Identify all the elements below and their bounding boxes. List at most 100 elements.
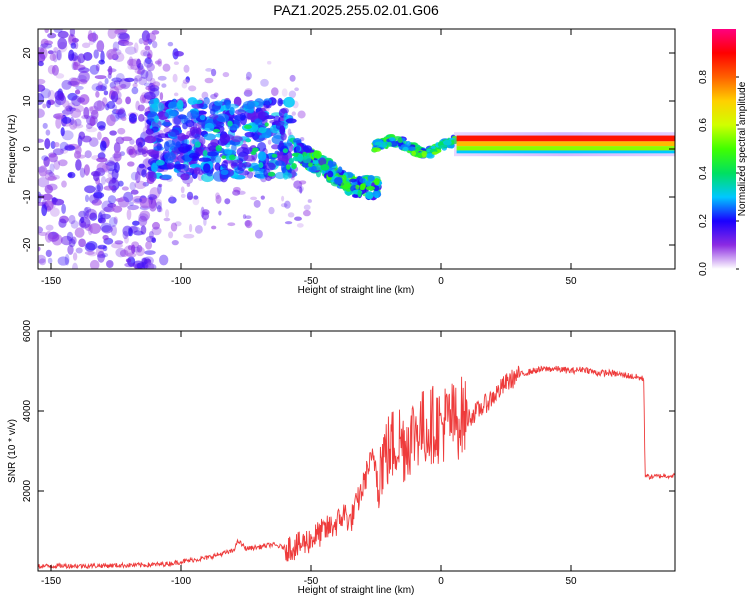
heatmap-cell [187,195,193,201]
heatmap-cell [41,155,49,161]
heatmap-cell [42,193,53,201]
heatmap-cell [274,160,285,166]
heatmap-cell [357,189,362,198]
heatmap-cell [67,92,78,101]
heatmap-cell [219,133,231,145]
heatmap-cell [112,41,120,52]
heatmap-cell [108,65,113,76]
heatmap-cell [244,124,252,130]
heatmap-cell [182,79,190,85]
heatmap-cell [310,160,320,165]
heatmap-cell [78,70,90,83]
heatmap-cell [215,192,220,200]
heatmap-cell [83,207,90,218]
heatmap-cell [161,174,172,180]
heatmap-cell [50,140,56,150]
heatmap-cell [182,122,188,130]
colorbar-axis: 0.0 0.2 0.4 0.6 0.8 [698,70,739,276]
heatmap-cell [143,39,149,46]
heatmap-cell [162,63,171,72]
heatmap-cell [280,132,287,141]
heatmap-cell [88,194,99,204]
heatmap-cell [77,53,86,64]
heatmap-cell [285,118,297,124]
heatmap-cell [187,97,198,105]
heatmap-cell [173,92,179,97]
heatmap-cell [421,151,427,157]
heatmap-cell [97,212,103,224]
heatmap-cell [55,117,62,129]
heatmap-cell [283,96,295,108]
heatmap-cell [205,68,213,72]
heatmap-cell [164,152,176,161]
heatmap-cell [85,126,98,133]
heatmap-cell [132,260,145,269]
heatmap-band [456,150,675,154]
x-tick-label: 50 [565,576,577,587]
heatmap-cell [245,71,252,80]
heatmap-cell [431,151,438,155]
heatmap-cell [128,148,134,155]
heatmap-cell [113,142,121,154]
heatmap-cell [327,160,334,168]
heatmap-cell [168,101,179,111]
heatmap-cell [41,201,49,210]
heatmap-cell [128,56,134,68]
colorbar-scale [712,29,736,269]
heatmap-cell [294,87,299,92]
heatmap-cell [194,141,201,148]
heatmap-cell [193,195,199,200]
heatmap-cell [158,183,163,188]
heatmap-cell [203,217,207,227]
heatmap-cell [145,241,153,250]
heatmap-cell [191,128,200,138]
heatmap-cell [177,114,187,120]
heatmap-cell [152,40,158,49]
heatmap-cell [128,113,138,123]
heatmap-cell [53,47,59,53]
heatmap-cell [97,244,107,250]
heatmap-cell [146,62,155,72]
heatmap-cell [103,90,109,96]
heatmap-cell [163,141,170,152]
heatmap-cell [359,177,366,184]
heatmap-cell [106,114,116,127]
heatmap-cell [52,148,64,156]
heatmap-cell [132,220,140,226]
heatmap-cell [186,183,191,187]
heatmap-cell [277,98,283,107]
heatmap-cell [89,223,101,234]
heatmap-cell [154,60,162,65]
heatmap-cell [287,212,295,218]
heatmap-cell [180,193,186,198]
heatmap-cell [141,257,151,264]
heatmap-cell [108,217,118,227]
heatmap-cell [58,159,68,167]
heatmap-cell [130,189,139,195]
heatmap-cell [155,159,165,166]
heatmap-cell [180,186,185,194]
heatmap-cell [82,51,93,61]
heatmap-cell [147,49,153,60]
heatmap-cell [202,149,208,157]
heatmap-cell [111,77,123,83]
heatmap-cell [89,212,98,221]
heatmap-cell [243,155,255,162]
heatmap-cell [172,73,178,83]
heatmap-cell [115,197,125,203]
heatmap-cell [145,261,155,269]
heatmap-cell [313,150,322,159]
heatmap-cell [203,163,211,173]
heatmap-cell [188,152,199,159]
heatmap-cell [282,148,289,154]
heatmap-cell [337,166,343,173]
heatmap-cell [254,118,263,126]
heatmap-cell [112,90,122,101]
heatmap-cell [291,111,296,116]
heatmap-cell [61,116,72,124]
heatmap-cell [127,63,135,70]
heatmap-cell [104,77,109,85]
heatmap-cell [83,106,90,119]
heatmap-cell [126,208,132,221]
heatmap-cell [49,53,57,62]
